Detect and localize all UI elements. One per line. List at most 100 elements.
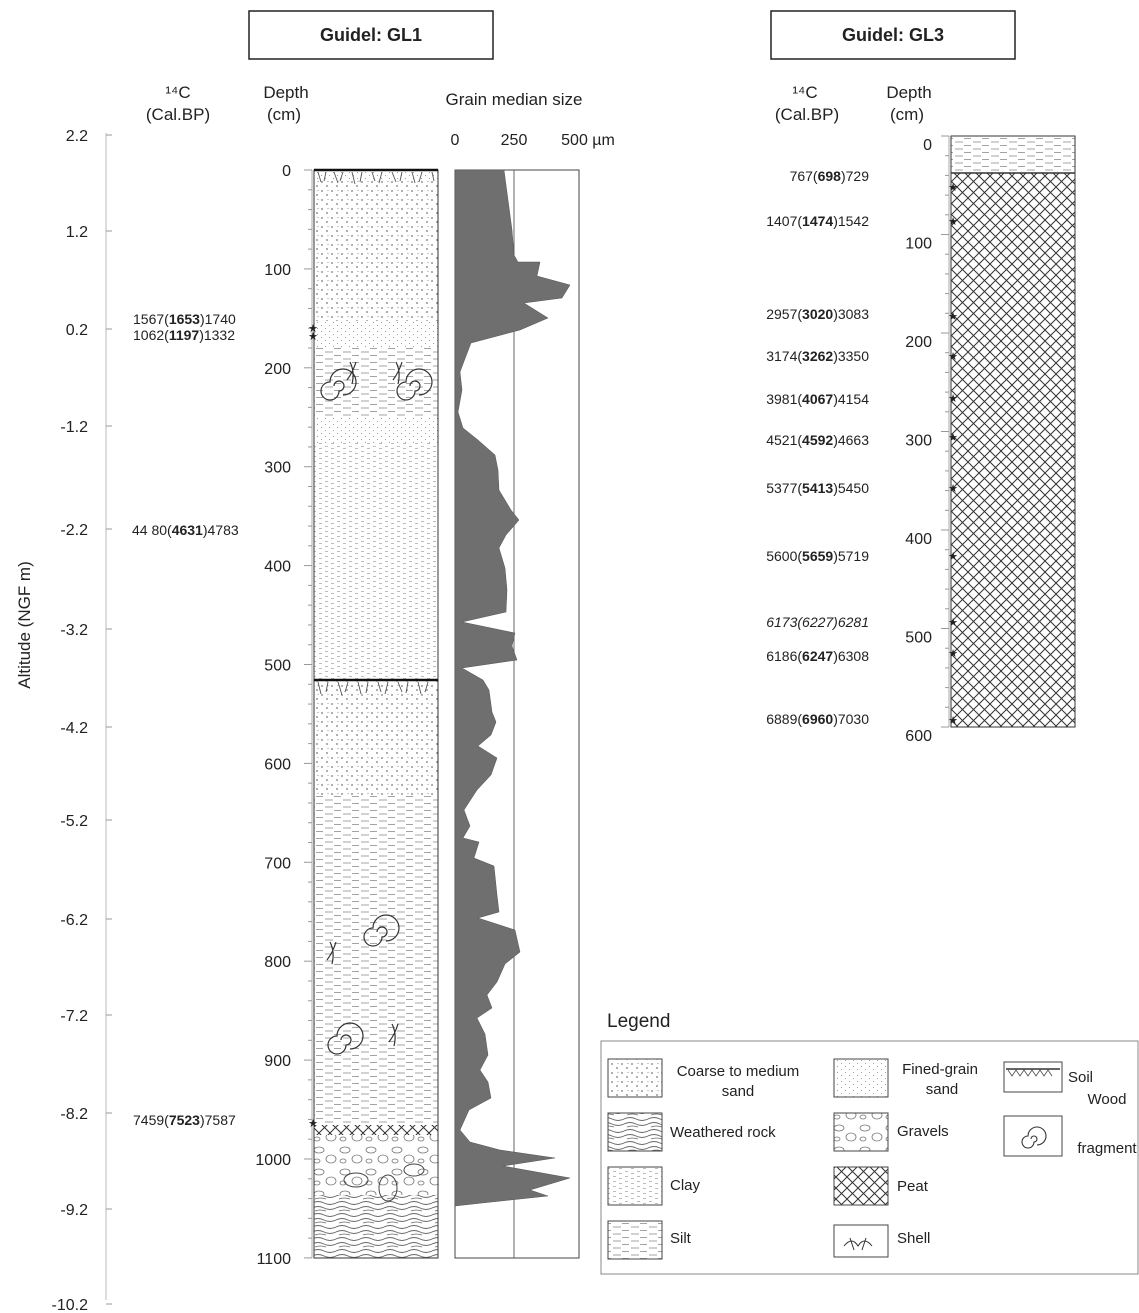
weathered-rock-swatch-icon (607, 1112, 663, 1152)
gl1-title: Guidel: GL1 (320, 25, 422, 45)
gl1-layer-clay-1 (314, 443, 438, 680)
gl3-date-label: 5377(5413)5450 (766, 480, 869, 496)
altitude-tick-label: -7.2 (60, 1008, 88, 1025)
altitude-tick-label: -5.2 (60, 813, 88, 830)
gl3-layer-silt (951, 136, 1075, 173)
gl3-title: Guidel: GL3 (842, 25, 944, 45)
gl3-depth-unit: (cm) (890, 105, 924, 124)
gl3-c14-unit: (Cal.BP) (775, 105, 839, 124)
fine-sand-swatch-icon (833, 1058, 889, 1098)
altitude-tick-label: -4.2 (60, 720, 88, 737)
gl1-layer-silt-2 (314, 795, 438, 1125)
legend-label: Silt (670, 1230, 692, 1247)
legend-label: Shell (897, 1230, 930, 1247)
peat-swatch-icon (833, 1166, 889, 1206)
shell-icon (326, 941, 337, 965)
date-star-icon: ★ (948, 551, 958, 563)
legend-item-peat: Peat (833, 1166, 929, 1206)
gl1-layer-fine-sand-2 (314, 418, 438, 443)
shell-icon (388, 1023, 399, 1047)
legend-item-clay: Clay (607, 1166, 701, 1206)
gl1-layer-coarse-sand-2 (314, 680, 438, 795)
legend-label: Clay (670, 1177, 701, 1194)
altitude-tick-label: -1.2 (60, 419, 88, 436)
gl1-wood-fragment-icon-3 (363, 914, 400, 947)
grain-tick-500: 500 µm (561, 132, 615, 149)
gl3-title-box: Guidel: GL3 (770, 10, 1016, 60)
gl3-depth-tick-label: 500 (905, 630, 932, 647)
gl3-date-label: 6173(6227)6281 (766, 614, 869, 630)
altitude-ticks: 2.2 1.2 0.2 -1.2 -2.2 -3.2 -4.2 -5.2 -6.2 -7.2 -8.… (52, 128, 112, 1313)
shell-swatch-icon (833, 1224, 889, 1258)
gl1-depth-tick-label: 500 (264, 658, 291, 675)
gl3-depth-tick-label: 600 (905, 728, 932, 745)
coarse-sand-swatch-icon (607, 1058, 663, 1098)
date-star-icon: ★ (948, 182, 958, 194)
legend-item-coarse-sand: Coarse to medium sand (607, 1058, 800, 1100)
gl1-depth-tick-label: 300 (264, 460, 291, 477)
gl1-depth-tick-label: 600 (264, 756, 291, 773)
gl3-depth-tick-label: 0 (923, 137, 932, 154)
gl1-layer-fine-sand-1 (314, 321, 438, 348)
gl3-depth-tick-label: 200 (905, 334, 932, 351)
date-star-icon: ★ (948, 648, 958, 660)
silt-swatch-icon (607, 1220, 663, 1260)
shell-icon (392, 361, 403, 385)
legend-label: Coarse to medium (677, 1063, 800, 1080)
gl1-wood-fragment-icon-2 (396, 368, 433, 401)
gl1-gravel-clasts (343, 1163, 425, 1202)
gl1-c14-header: ¹⁴C (165, 83, 190, 102)
legend-label: Gravels (897, 1123, 949, 1140)
gl1-date-3: 44 80(4631)4783 (132, 522, 239, 538)
gl1-paleosoil-roots (317, 681, 429, 696)
gl1-wood-fragment-icon-4 (327, 1022, 364, 1055)
altitude-axis-label: Altitude (NGF m) (15, 561, 34, 689)
legend-item-shell: Shell (833, 1224, 930, 1258)
gl3-date-label: 2957(3020)3083 (766, 306, 869, 322)
legend-item-wood: Wood fragment (1003, 1091, 1137, 1157)
altitude-tick-label: -6.2 (60, 912, 88, 929)
date-star-icon: ★ (308, 331, 318, 343)
altitude-tick-label: 1.2 (66, 224, 88, 241)
gravels-swatch-icon (833, 1112, 889, 1152)
gl3-date-labels: 767(698)729 1407(1474)1542 2957(3020)3083 3… (766, 168, 869, 727)
date-star-icon: ★ (308, 323, 318, 335)
gl3-date-label: 3981(4067)4154 (766, 391, 869, 407)
legend-label: fragment (1077, 1140, 1137, 1157)
gl1-date-markers: ★ ★ ★ (308, 323, 318, 1130)
grain-size-plot (454, 169, 580, 1259)
gl3-depth-tick-label: 300 (905, 433, 932, 450)
gl3-layer-peat (951, 173, 1075, 727)
gl1-depth-tick-label: 900 (264, 1053, 291, 1070)
gl1-date-2: 1062(1197)1332 (133, 327, 235, 343)
grain-size-header: Grain median size (445, 90, 582, 109)
gl3-date-label: 4521(4592)4663 (766, 432, 869, 448)
gl1-lithology-column (313, 168, 439, 1259)
legend-item-fine-sand: Fined-grain sand (833, 1058, 978, 1098)
gl1-title-box: Guidel: GL1 (248, 10, 494, 60)
gl3-depth-axis: 0 100 200 300 400 500 600 (905, 135, 950, 745)
gl1-depth-tick-label: 800 (264, 954, 291, 971)
altitude-tick-label: -9.2 (60, 1202, 88, 1219)
gl3-c14-header: ¹⁴C (792, 83, 817, 102)
gl1-soil-top (314, 170, 438, 180)
date-star-icon: ★ (948, 216, 958, 228)
grain-tick-0: 0 (451, 132, 460, 149)
gl1-date-4: 7459(7523)7587 (133, 1112, 236, 1128)
date-star-icon: ★ (948, 432, 958, 444)
gl3-depth-header: Depth (886, 83, 931, 102)
legend-label: sand (926, 1081, 959, 1098)
legend-label: Wood (1088, 1091, 1127, 1108)
date-star-icon: ★ (948, 617, 958, 629)
gl3-lithology-column (950, 135, 1076, 728)
gl1-layer-weathered (314, 1125, 438, 1135)
legend-label: Peat (897, 1178, 929, 1195)
altitude-tick-label: -2.2 (60, 522, 88, 539)
date-star-icon: ★ (308, 1118, 318, 1130)
gl3-date-label: 767(698)729 (790, 168, 870, 184)
altitude-tick-label: -10.2 (52, 1297, 89, 1313)
gl3-depth-tick-label: 100 (905, 236, 932, 253)
gl1-layer-weathered-rock (314, 1195, 438, 1258)
altitude-tick-label: -8.2 (60, 1106, 88, 1123)
